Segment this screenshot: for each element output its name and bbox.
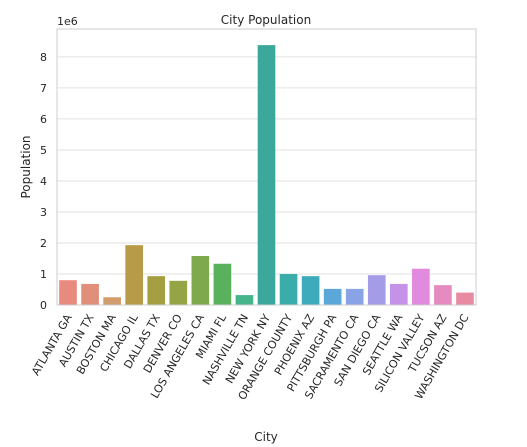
bar-los-angeles-ca [191, 256, 210, 305]
y-tick-labels: 0 1 2 3 4 5 6 7 8 [40, 51, 47, 312]
bar-miami-fl [213, 263, 232, 305]
bar-seattle-wa [389, 283, 408, 305]
y-tick-label: 6 [40, 113, 47, 126]
y-tick-label: 4 [40, 175, 47, 188]
bar-denver-co [169, 280, 188, 305]
plot-frame [56, 28, 477, 306]
y-tick-label: 7 [40, 82, 47, 95]
bar-washington-dc [456, 292, 474, 305]
bar-new-york-ny [257, 45, 276, 305]
bars [59, 45, 474, 305]
bar-austin-tx [81, 283, 99, 305]
bar-chicago-il [125, 245, 144, 305]
y-tick-label: 1 [40, 268, 47, 281]
bar-nashville-tn [235, 295, 254, 305]
chart-title: City Population [221, 13, 311, 27]
y-tick-label: 8 [40, 51, 47, 64]
y-axis-title: Population [19, 135, 33, 198]
bar-pittsburgh-pa [323, 288, 342, 305]
y-tick-label: 5 [40, 144, 47, 157]
bar-orange-county [279, 273, 298, 305]
bar-sacramento-ca [345, 288, 364, 305]
y-tick-label: 2 [40, 237, 47, 250]
bar-boston-ma [103, 297, 121, 305]
y-tick-label: 0 [40, 299, 47, 312]
x-axis-title: City [254, 430, 278, 444]
bar-phoenix-az [301, 276, 320, 305]
y-tick-label: 3 [40, 206, 47, 219]
bar-tucson-az [434, 285, 452, 305]
y-offset-label: 1e6 [57, 15, 78, 28]
bar-atlanta-ga [59, 280, 77, 305]
bar-silicon-valley [412, 268, 430, 305]
bar-san-diego-ca [367, 275, 386, 305]
bar-dallas-tx [147, 276, 166, 305]
